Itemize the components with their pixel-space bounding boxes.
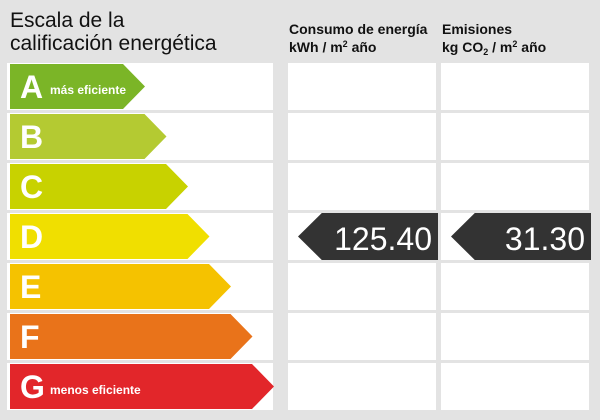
emissions-column-unit: kg CO2 / m2 año (442, 39, 547, 57)
energy-column-header: Consumo de energía kWh / m2 año (289, 20, 427, 56)
emissions-cell (441, 363, 589, 410)
class-letter: F (20, 319, 40, 355)
class-letter: B (20, 119, 44, 155)
class-letter: E (20, 269, 42, 305)
energy-cell (288, 163, 436, 210)
energy-cell (288, 313, 436, 360)
class-arrow-f: F (10, 314, 253, 359)
class-arrow-e: E (10, 264, 231, 309)
class-letter: G (20, 369, 45, 405)
emissions-cell (441, 63, 589, 110)
energy-cell (288, 363, 436, 410)
emissions-column-title: Emisiones (442, 21, 513, 37)
energy-value-pointer: 125.40 (298, 213, 438, 260)
energy-column-unit: kWh / m2 año (289, 39, 377, 55)
energy-cell (288, 113, 436, 160)
class-letter: D (20, 219, 44, 255)
emissions-cell (441, 313, 589, 360)
energy-cell (288, 263, 436, 310)
energy-value: 125.40 (334, 221, 432, 257)
emissions-column-header: Emisiones kg CO2 / m2 año (442, 20, 547, 57)
energy-column-title: Consumo de energía (289, 21, 428, 37)
class-letter: C (20, 169, 44, 205)
class-arrow-c: C (10, 164, 188, 209)
class-note: menos eficiente (50, 383, 141, 397)
class-arrow-d: D (10, 214, 210, 259)
class-arrow-b: B (10, 114, 167, 159)
page-title: Escala de la calificación energética (10, 9, 217, 55)
class-letter: A (20, 69, 44, 105)
class-note: más eficiente (50, 83, 127, 97)
emissions-cell (441, 263, 589, 310)
emissions-value-pointer: 31.30 (451, 213, 591, 260)
energy-cell (288, 63, 436, 110)
emissions-cell (441, 113, 589, 160)
emissions-value: 31.30 (504, 221, 585, 257)
emissions-cell (441, 163, 589, 210)
